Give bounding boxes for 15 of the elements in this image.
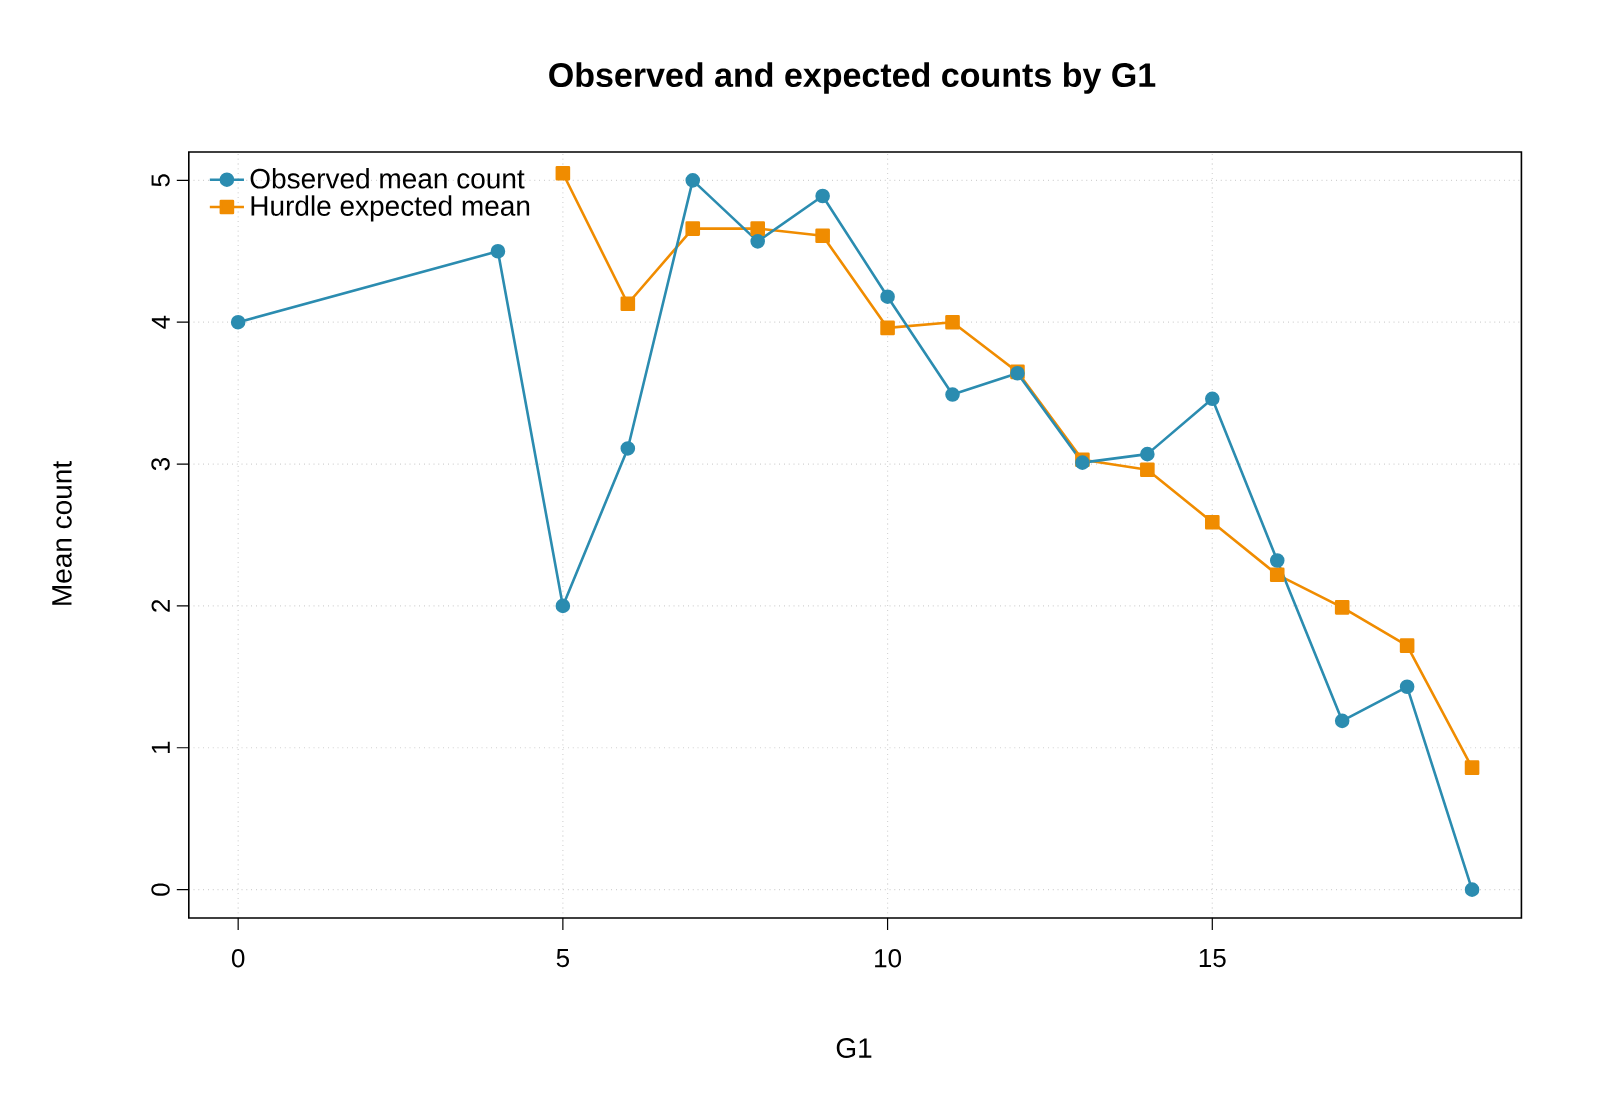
y-tick-label: 5 [151, 174, 170, 187]
legend-label: Observed mean count [250, 168, 525, 189]
x-axis-title: G1 [836, 1038, 872, 1058]
x-tick-label: 10 [875, 949, 902, 968]
x-tick-label: 0 [231, 949, 245, 968]
y-tick-label: 4 [151, 315, 170, 329]
chart-title: Observed and expected counts by G1 [549, 62, 1156, 94]
legend-label: Hurdle expected mean [251, 195, 530, 222]
y-tick-label: 0 [151, 883, 170, 896]
x-tick-label: 15 [1199, 949, 1226, 968]
y-tick-label: 3 [151, 457, 170, 471]
y-tick-label: 2 [151, 600, 170, 612]
x-tick-label: 5 [556, 949, 569, 968]
y-axis-title: Mean count [52, 461, 72, 605]
y-tick-label: 1 [151, 741, 170, 754]
